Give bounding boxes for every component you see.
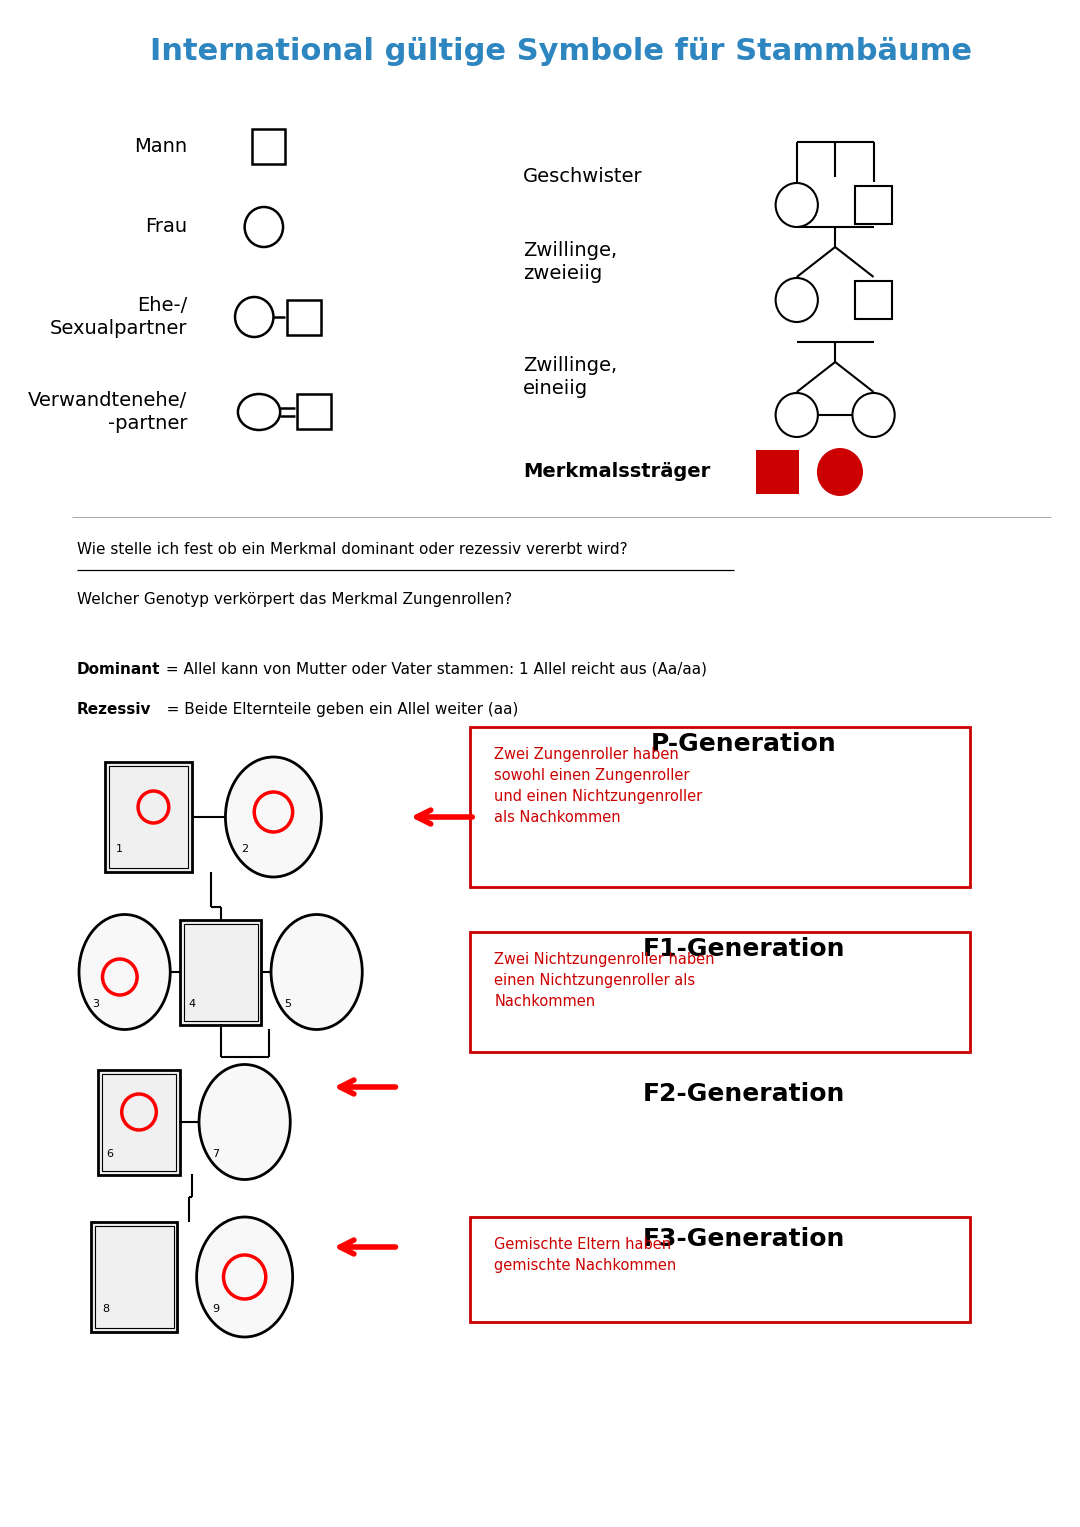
Text: Ehe-/
Sexualpartner: Ehe-/ Sexualpartner — [50, 296, 187, 339]
Bar — [95, 1226, 174, 1328]
Bar — [756, 450, 799, 495]
Text: F1-Generation: F1-Generation — [643, 938, 846, 960]
Text: 1: 1 — [117, 844, 123, 854]
Bar — [109, 767, 188, 867]
Text: 2: 2 — [241, 844, 248, 854]
Text: 4: 4 — [188, 999, 195, 1009]
Text: Rezessiv: Rezessiv — [77, 702, 151, 718]
Text: F2-Generation: F2-Generation — [643, 1083, 846, 1106]
Text: 8: 8 — [102, 1304, 109, 1315]
Ellipse shape — [197, 1217, 293, 1338]
Text: = Beide Elternteile geben ein Allel weiter (aa): = Beide Elternteile geben ein Allel weit… — [151, 702, 518, 718]
Bar — [252, 130, 285, 165]
Text: Welcher Genotyp verkörpert das Merkmal Zungenrollen?: Welcher Genotyp verkörpert das Merkmal Z… — [77, 592, 512, 608]
Bar — [98, 1069, 180, 1174]
Circle shape — [816, 447, 863, 496]
Text: Geschwister: Geschwister — [523, 168, 643, 186]
Text: F3-Generation: F3-Generation — [643, 1228, 846, 1251]
Text: 5: 5 — [284, 999, 292, 1009]
Text: Zwei Zungenroller haben
sowohl einen Zungenroller
und einen Nichtzungenroller
al: Zwei Zungenroller haben sowohl einen Zun… — [495, 747, 702, 825]
Text: 3: 3 — [92, 999, 99, 1009]
Text: International gültige Symbole für Stammbäume: International gültige Symbole für Stammb… — [150, 37, 972, 66]
Bar — [287, 299, 321, 334]
FancyBboxPatch shape — [470, 727, 970, 887]
Text: Wie stelle ich fest ob ein Merkmal dominant oder rezessiv vererbt wird?: Wie stelle ich fest ob ein Merkmal domin… — [77, 542, 627, 557]
Bar — [184, 924, 258, 1020]
FancyBboxPatch shape — [470, 1217, 970, 1322]
Text: Verwandtenehe/
-partner: Verwandtenehe/ -partner — [28, 391, 187, 434]
Text: 7: 7 — [213, 1148, 219, 1159]
Text: 9: 9 — [213, 1304, 219, 1315]
Bar — [855, 186, 892, 224]
Text: Zwillinge,
eineiig: Zwillinge, eineiig — [523, 356, 617, 399]
Bar — [106, 762, 192, 872]
Text: = Allel kann von Mutter oder Vater stammen: 1 Allel reicht aus (Aa/aa): = Allel kann von Mutter oder Vater stamm… — [161, 663, 707, 676]
FancyBboxPatch shape — [470, 931, 970, 1052]
Text: Dominant: Dominant — [77, 663, 160, 676]
Text: Gemischte Eltern haben
gemischte Nachkommen: Gemischte Eltern haben gemischte Nachkom… — [495, 1237, 676, 1274]
Ellipse shape — [199, 1064, 291, 1179]
Bar — [297, 394, 330, 429]
Text: Zwillinge,
zweieiig: Zwillinge, zweieiig — [523, 241, 617, 282]
Text: Merkmalssträger: Merkmalssträger — [523, 463, 711, 481]
Ellipse shape — [79, 915, 171, 1029]
Bar — [180, 919, 261, 1025]
Ellipse shape — [226, 757, 322, 876]
Bar — [91, 1222, 177, 1332]
Bar — [102, 1073, 176, 1171]
Text: Frau: Frau — [145, 217, 187, 237]
Text: 6: 6 — [107, 1148, 113, 1159]
Text: P-Generation: P-Generation — [651, 731, 837, 756]
Text: Zwei Nichtzungenroller haben
einen Nichtzungenroller als
Nachkommen: Zwei Nichtzungenroller haben einen Nicht… — [495, 951, 715, 1009]
Text: Mann: Mann — [134, 137, 187, 156]
Ellipse shape — [271, 915, 362, 1029]
Bar — [855, 281, 892, 319]
